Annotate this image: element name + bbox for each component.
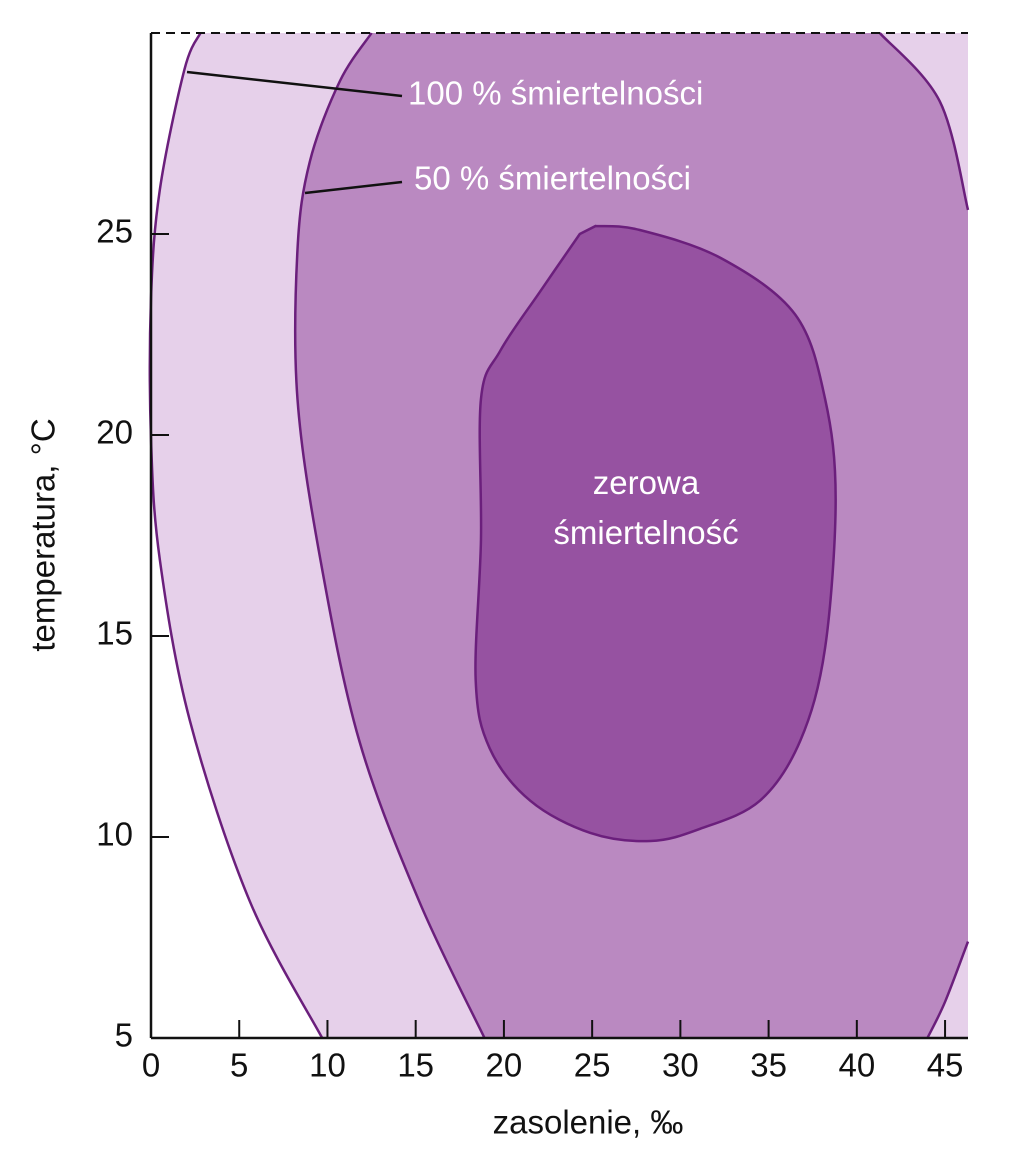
y-tick-label: 5: [115, 1017, 133, 1054]
region-label: zerowa śmiertelność: [553, 464, 739, 551]
x-tick-label: 30: [662, 1047, 699, 1084]
x-axis-label: zasolenie, ‰: [493, 1104, 684, 1141]
region-label: 100 % śmiertelności: [408, 75, 703, 112]
x-tick-label: 40: [838, 1047, 875, 1084]
y-axis-label: temperatura, °C: [25, 418, 62, 651]
x-tick-label: 25: [574, 1047, 611, 1084]
y-tick-label: 10: [96, 816, 133, 853]
x-tick-label: 20: [486, 1047, 523, 1084]
region-fill: [475, 225, 836, 842]
x-tick-label: 15: [397, 1047, 434, 1084]
contour-line: [148, 32, 324, 1039]
contour-line: [293, 32, 970, 1039]
x-tick-label: 5: [230, 1047, 248, 1084]
x-tick-label: 0: [142, 1047, 160, 1084]
x-tick-label: 35: [750, 1047, 787, 1084]
y-tick-label: 15: [96, 615, 133, 652]
y-tick-label: 20: [96, 414, 133, 451]
region-label: 50 % śmiertelności: [414, 160, 691, 197]
y-tick-label: 25: [96, 213, 133, 250]
x-tick-label: 10: [309, 1047, 346, 1084]
leader-line: [304, 180, 403, 195]
contour-line: [474, 224, 837, 843]
x-tick-label: 45: [927, 1047, 964, 1084]
leader-line: [186, 70, 403, 98]
